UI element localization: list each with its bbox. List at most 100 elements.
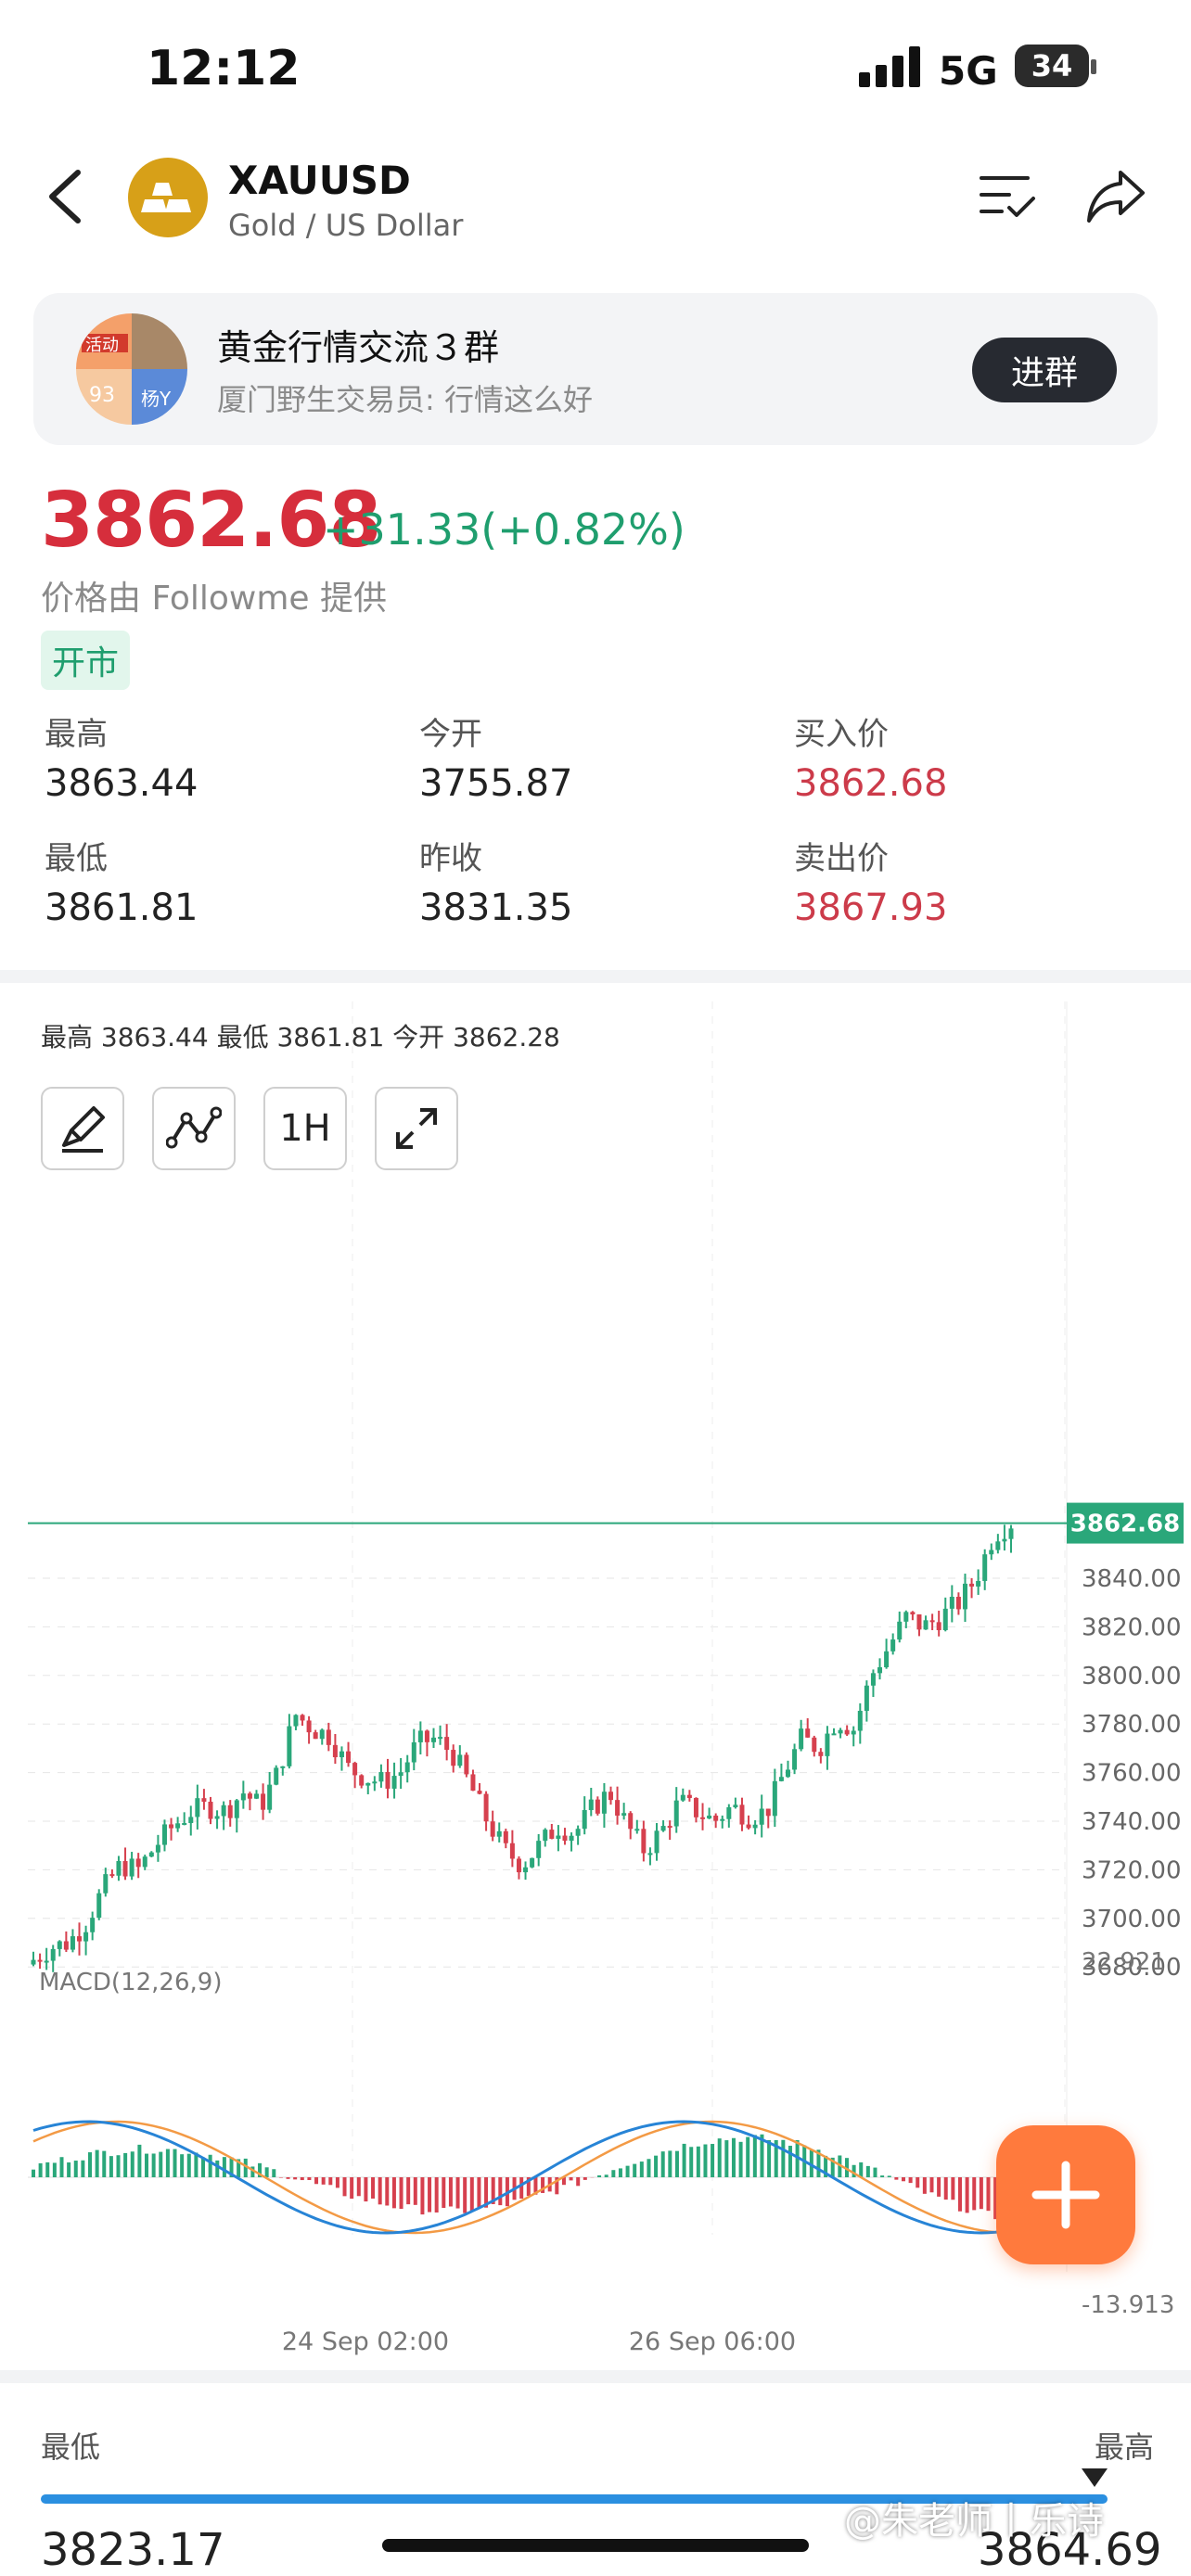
watchlist-icon[interactable] xyxy=(978,169,1037,224)
avatar-text: 93 xyxy=(89,384,115,407)
macd-histogram-bar xyxy=(335,2177,339,2188)
macd-histogram-bar xyxy=(760,2134,764,2177)
macd-histogram-bar xyxy=(391,2177,396,2209)
share-icon[interactable] xyxy=(1085,165,1146,226)
candle-body xyxy=(726,1806,732,1819)
macd-histogram-bar xyxy=(682,2143,686,2177)
macd-histogram-bar xyxy=(371,2177,376,2199)
candle-body xyxy=(161,1824,167,1845)
candle-body xyxy=(601,1792,607,1814)
candle-body xyxy=(778,1777,784,1781)
candle-body xyxy=(792,1749,798,1770)
candle-body xyxy=(385,1772,391,1789)
price-chart[interactable]: 最高 3863.44 最低 3861.81 今开 3862.28 3862.68… xyxy=(0,983,1191,2370)
macd-histogram-bar xyxy=(137,2144,142,2177)
macd-histogram-bar xyxy=(328,2177,333,2186)
candle-body xyxy=(615,1800,621,1816)
macd-histogram-bar xyxy=(321,2177,326,2185)
battery-cap xyxy=(1091,59,1096,74)
macd-histogram-bar xyxy=(865,2165,870,2177)
join-group-button[interactable]: 进群 xyxy=(972,338,1117,402)
candle-body xyxy=(910,1612,916,1614)
macd-histogram-bar xyxy=(180,2154,185,2177)
macd-histogram-bar xyxy=(738,2141,743,2177)
macd-histogram-bar xyxy=(724,2140,729,2177)
macd-histogram-bar xyxy=(237,2159,241,2177)
stat-high-label: 最高 xyxy=(45,716,108,753)
macd-histogram-bar xyxy=(45,2162,50,2177)
indicator-button[interactable] xyxy=(152,1087,236,1170)
avatar-text: 杨Y xyxy=(141,388,172,410)
macd-histogram-bar xyxy=(258,2162,263,2177)
macd-histogram-bar xyxy=(88,2152,93,2177)
macd-histogram-bar xyxy=(660,2151,665,2177)
macd-histogram-bar xyxy=(123,2152,128,2177)
candle-body xyxy=(713,1815,719,1821)
candle-body xyxy=(391,1776,397,1789)
candle-body xyxy=(720,1818,725,1821)
candle-body xyxy=(175,1823,181,1829)
section-divider xyxy=(0,970,1191,983)
candle-body xyxy=(240,1793,246,1801)
candle-body xyxy=(346,1751,352,1764)
macd-histogram-bar xyxy=(385,2177,390,2206)
candle-body xyxy=(287,1726,292,1766)
macd-histogram-bar xyxy=(208,2154,212,2177)
macd-histogram-bar xyxy=(816,2149,821,2177)
candle-body xyxy=(274,1767,279,1785)
candle-body xyxy=(70,1936,75,1950)
candle-body xyxy=(982,1554,988,1581)
candle-body xyxy=(300,1715,305,1721)
candle-body xyxy=(313,1732,318,1740)
macd-histogram-bar xyxy=(364,2177,368,2202)
macd-histogram-bar xyxy=(880,2175,885,2177)
community-banner[interactable]: 活动 93 杨Y 黄金行情交流３群 厦门野生交易员: 行情这么好 进群 xyxy=(33,293,1158,445)
price-tag xyxy=(1067,1502,1184,1544)
candle-body xyxy=(90,1918,96,1932)
macd-histogram-bar xyxy=(32,2169,35,2177)
macd-histogram-bar xyxy=(159,2151,163,2177)
back-icon[interactable] xyxy=(41,167,93,226)
gold-bars-icon xyxy=(128,158,208,237)
candle-body xyxy=(372,1781,378,1784)
macd-signal-line xyxy=(32,2120,1018,2235)
candle-body xyxy=(464,1754,469,1775)
candle-body xyxy=(877,1667,883,1674)
macd-histogram-bar xyxy=(654,2155,659,2177)
macd-histogram-bar xyxy=(145,2153,149,2177)
candle-body xyxy=(483,1793,489,1822)
macd-histogram-bar xyxy=(859,2162,864,2177)
interval-button[interactable]: 1H xyxy=(263,1087,347,1170)
candle-body xyxy=(509,1843,515,1859)
macd-histogram-bar xyxy=(173,2149,177,2177)
candle-body xyxy=(543,1830,548,1842)
candle-body xyxy=(83,1932,89,1942)
macd-histogram-bar xyxy=(583,2177,587,2180)
macd-histogram-bar xyxy=(746,2136,750,2177)
candle-body xyxy=(221,1804,226,1817)
macd-histogram-bar xyxy=(420,2177,425,2215)
add-button[interactable] xyxy=(996,2125,1135,2264)
macd-histogram-bar xyxy=(81,2160,85,2177)
macd-histogram-bar xyxy=(116,2155,121,2177)
candle-body xyxy=(188,1817,194,1824)
symbol-name: Gold / US Dollar xyxy=(228,208,464,243)
macd-histogram-bar xyxy=(774,2139,778,2177)
x-tick-label: 26 Sep 06:00 xyxy=(629,2327,796,2356)
candle-body xyxy=(129,1858,134,1877)
draw-tool-button[interactable] xyxy=(41,1087,124,1170)
macd-histogram-bar xyxy=(434,2177,439,2213)
y-tick-label: 3740.00 xyxy=(1082,1808,1182,1836)
candle-body xyxy=(470,1774,476,1792)
macd-histogram-bar xyxy=(526,2177,531,2197)
candle-body xyxy=(884,1651,890,1668)
candle-body xyxy=(700,1817,706,1819)
battery-icon: 34 xyxy=(1015,45,1089,87)
candle-body xyxy=(628,1813,634,1830)
market-status-badge: 开市 xyxy=(41,631,131,690)
fullscreen-button[interactable] xyxy=(375,1087,458,1170)
group-title: 黄金行情交流３群 xyxy=(217,327,500,368)
macd-histogram-bar xyxy=(965,2177,969,2213)
candle-body xyxy=(438,1737,443,1740)
candle-body xyxy=(851,1730,856,1735)
